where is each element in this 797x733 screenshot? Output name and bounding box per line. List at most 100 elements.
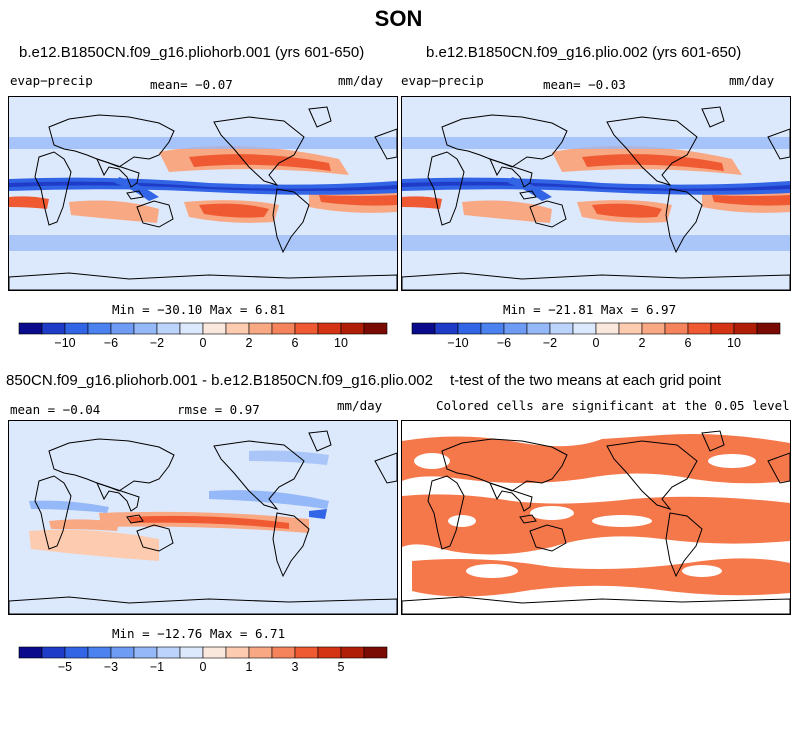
coastline [701,106,725,128]
colorbar-swatch [363,646,388,659]
colorbar-swatch [225,646,250,659]
coastline [489,158,533,188]
field-region-blue [402,235,790,251]
panel2-title: b.e12.B1850CN.f09_g16.plio.002 (yrs 601-… [426,44,742,61]
coastline [767,452,790,484]
colorbar-tick-label: 3 [292,660,299,674]
colorbar-swatch [64,646,89,659]
coastline [701,430,725,452]
panel2-colorbar: −10 −6 −2 0 2 6 10 [411,322,781,350]
coastline [48,114,175,168]
colorbar-tick-label: −5 [58,660,72,674]
colorbar-tick-label: 6 [292,336,299,350]
panel4-map [401,420,791,615]
colorbar-swatch [710,322,735,335]
coastline [308,430,332,452]
colorbar-tick-label: −2 [150,336,164,350]
field-region-orange-strong [402,196,442,209]
coastline [529,524,567,552]
panel2-minmax: Min = −21.81 Max = 6.97 [503,302,677,317]
colorbar-swatch [549,322,574,335]
field-region-orange-strong [712,195,790,206]
coastline [427,475,465,550]
coastline [665,512,703,578]
colorbar-tick-label: 10 [334,336,348,350]
panel2-variable: evap−precip [401,73,484,88]
field-region-blue [9,235,397,251]
coastline [136,200,174,228]
colorbar-swatch [248,322,273,335]
colorbar-tick-label: −2 [543,336,557,350]
field-region-blue [402,137,790,149]
coastline [519,514,537,524]
coastline [441,438,568,492]
colorbar-swatch [317,646,342,659]
colorbar-swatch [110,646,135,659]
colorbar-tick-label: 0 [593,336,600,350]
non-significant-region [448,515,476,527]
colorbar-swatch [457,322,482,335]
coastline [136,524,174,552]
colorbar-swatch [179,646,204,659]
coastline [48,438,175,492]
non-significant-region [530,506,574,520]
significance-region [402,494,790,555]
colorbar-swatch [572,322,597,335]
colorbar-swatch [340,322,365,335]
field-region-blue [29,500,109,513]
panel1-units: mm/day [338,73,384,88]
coastline [34,475,72,550]
panel2-map [401,96,791,291]
non-significant-region [466,564,518,578]
panel4-subtitle: Colored cells are significant at the 0.0… [436,398,790,413]
colorbar-swatch [41,322,66,335]
coastline [96,482,140,512]
coastline [272,188,310,254]
panel3-units: mm/day [337,398,383,413]
colorbar-swatch [271,322,296,335]
colorbar-swatch [225,322,250,335]
colorbar-swatch [18,322,43,335]
colorbar-tick-label: 6 [685,336,692,350]
field-region-blue [9,137,397,149]
colorbar-swatch [202,646,227,659]
panel3-minmax: Min = −12.76 Max = 6.71 [112,626,286,641]
colorbar-tick-label: −3 [104,660,118,674]
panel3-title: 850CN.f09_g16.pliohorb.001 - b.e12.B1850… [6,372,433,389]
colorbar-tick-label: −6 [497,336,511,350]
coastline [519,190,537,200]
colorbar-swatch [411,322,436,335]
colorbar-swatch [64,322,89,335]
coastline [272,512,310,578]
coastline [308,106,332,128]
field-region-orange [49,519,119,531]
colorbar-swatch [340,646,365,659]
colorbar-swatch [156,646,181,659]
colorbar-swatch [18,646,43,659]
field-region-orange-strong [9,196,49,209]
colorbar-swatch [526,322,551,335]
field-region-orange [69,200,159,223]
panel1-mean: mean= −0.07 [150,77,233,92]
coastline [402,596,790,614]
non-significant-region [682,565,722,577]
colorbar-swatch [756,322,781,335]
coastline [213,116,305,186]
field-region-orange-strong [582,154,724,171]
colorbar-tick-label: −10 [447,336,468,350]
colorbar-swatch [363,322,388,335]
non-significant-region [636,476,668,486]
colorbar-swatch [87,646,112,659]
field-region-orange-strong [319,195,397,206]
panel3-rmse: rmse = 0.97 [177,402,260,417]
colorbar-swatch [687,322,712,335]
non-significant-region [592,515,652,527]
field-region-orange-strong [592,203,662,218]
field-region-blue-strong [508,177,552,201]
colorbar-swatch [248,646,273,659]
colorbar-swatch [480,322,505,335]
field-region-orange-strong [199,203,269,218]
field-region-blue-dark [9,181,397,191]
panel4-title: t-test of the two means at each grid poi… [450,372,721,389]
panel1-minmax: Min = −30.10 Max = 6.81 [112,302,286,317]
